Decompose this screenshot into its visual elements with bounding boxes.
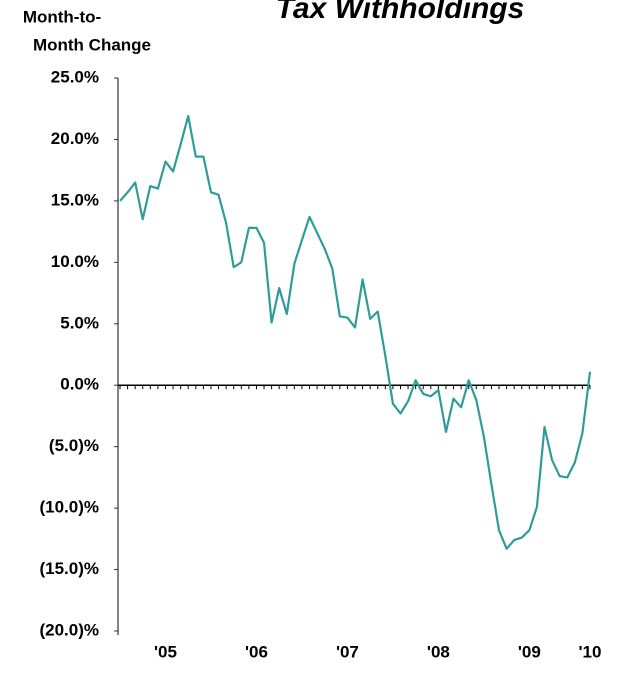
y-axis-label: Month-to- [23, 7, 101, 26]
y-tick-label: (5.0)% [49, 436, 99, 455]
x-tick-label: '06 [245, 642, 268, 661]
y-tick-label: 25.0% [51, 67, 99, 86]
y-tick-label: 5.0% [60, 313, 99, 332]
chart-title: Tax Withholdings [276, 0, 525, 25]
x-tick-label: '08 [427, 642, 450, 661]
y-axis-label: Month Change [33, 35, 151, 54]
x-tick-label: '09 [518, 642, 541, 661]
y-tick-label: (15.0)% [39, 559, 99, 578]
y-tick-label: 15.0% [51, 190, 99, 209]
y-tick-label: 20.0% [51, 129, 99, 148]
y-tick-label: (10.0)% [39, 498, 99, 517]
x-tick-label: '10 [579, 642, 602, 661]
y-tick-label: 0.0% [60, 375, 99, 394]
x-tick-label: '07 [336, 642, 359, 661]
data-line [119, 115, 592, 550]
x-tick-label: '05 [154, 642, 177, 661]
y-tick-label: 10.0% [51, 252, 99, 271]
y-tick-label: (20.0)% [39, 620, 99, 639]
